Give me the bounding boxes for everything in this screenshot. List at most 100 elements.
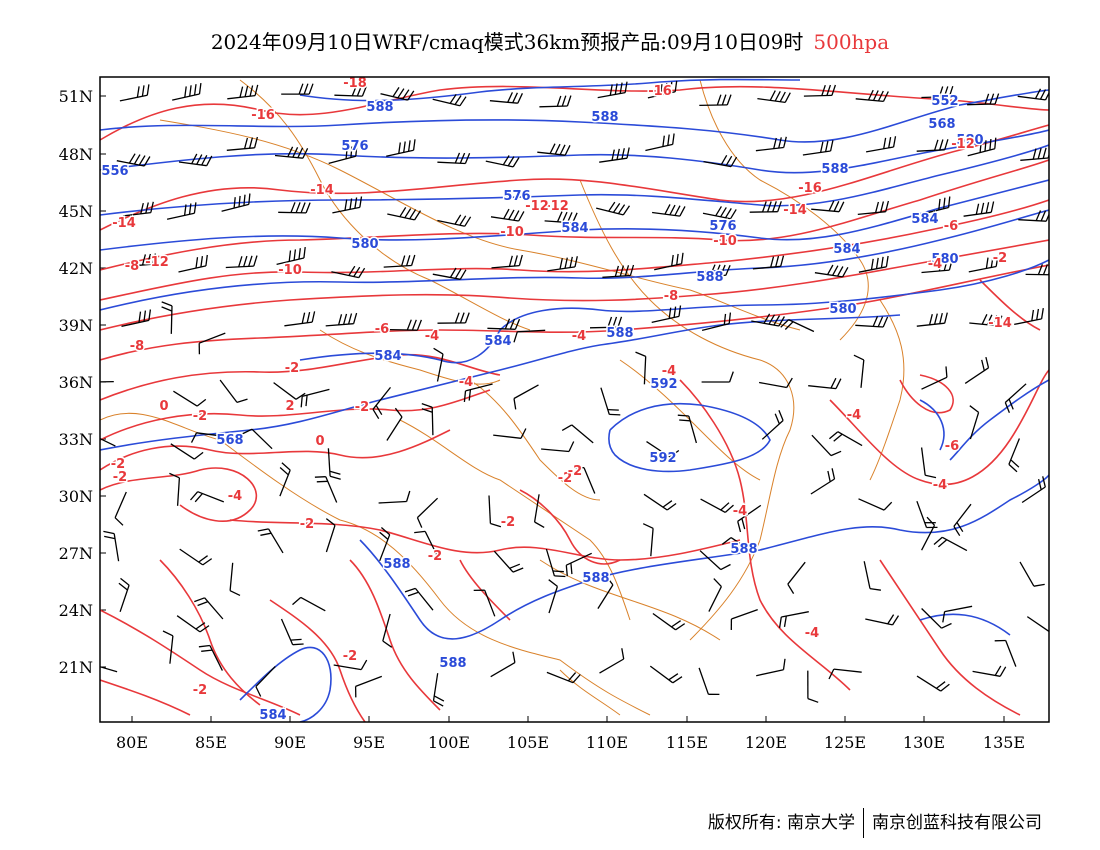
wind-barb <box>865 136 897 153</box>
wind-barb <box>755 136 787 152</box>
wind-barb <box>1019 561 1045 587</box>
wind-barb <box>921 608 952 629</box>
temperature-contour <box>100 429 451 471</box>
wind-barb <box>994 639 1017 667</box>
temperature-label: -10 <box>500 225 524 240</box>
temperature-contour <box>100 124 1049 231</box>
wind-barb <box>198 332 226 355</box>
height-label: 568 <box>216 433 243 448</box>
wind-barb <box>853 354 865 388</box>
height-label: 588 <box>582 571 609 586</box>
wind-barb <box>179 548 213 566</box>
wind-barb <box>855 89 889 103</box>
wind-barb <box>493 428 527 439</box>
temperature-contours <box>100 85 1049 722</box>
wind-barb <box>969 314 1003 327</box>
wind-barb <box>933 536 968 552</box>
temperature-label: -12 <box>525 199 549 214</box>
temperature-label: -4 <box>933 478 947 493</box>
wind-barb <box>274 146 309 159</box>
wind-barb <box>354 675 383 698</box>
wind-barb <box>1021 476 1046 504</box>
wind-barb <box>537 143 571 156</box>
height-label: 584 <box>484 334 511 349</box>
wind-barb <box>334 85 368 97</box>
height-label: 592 <box>650 377 677 392</box>
wind-barb <box>654 252 684 271</box>
temperature-contour <box>829 369 1049 486</box>
boundary-line <box>559 669 621 716</box>
height-contour <box>100 209 1049 311</box>
wind-barb <box>544 211 578 224</box>
wind-barb <box>225 255 258 269</box>
temperature-label: -2 <box>993 251 1007 266</box>
copyright: 版权所有: 南京大学 南京创蓝科技有限公司 <box>708 808 1042 838</box>
wind-barb <box>964 356 990 384</box>
wind-barb <box>432 93 467 107</box>
wind-barb <box>701 371 734 383</box>
wind-barb <box>548 579 559 614</box>
temperature-label: -4 <box>847 408 861 423</box>
temperature-contour <box>100 679 191 716</box>
temperature-label: -2 <box>193 409 207 424</box>
wind-barb <box>802 140 834 156</box>
wind-barb <box>332 196 363 214</box>
wind-barb <box>599 648 625 674</box>
wind-barb <box>596 201 631 216</box>
wind-barb <box>437 312 470 324</box>
lat-axis-labels: 51N 48N 45N 42N 39N 36N 33N 30N 27N 24N 21N <box>59 87 93 677</box>
wind-barb <box>677 414 698 444</box>
wind-barb <box>1018 210 1049 222</box>
wind-barb <box>333 659 368 671</box>
temperature-label: -16 <box>798 181 822 196</box>
temperature-label: -16 <box>251 108 275 123</box>
wind-barb <box>807 670 819 703</box>
wind-barb <box>273 382 306 400</box>
chart-title: 2024年09月10日WRF/cmaq模式36km预报产品:09月10日09时 5… <box>0 26 1100 55</box>
wind-barb <box>279 462 291 497</box>
wind-barb <box>942 605 973 623</box>
lon-label: 110E <box>586 733 628 752</box>
wind-barb <box>916 500 938 529</box>
temperature-label: -2 <box>285 361 299 376</box>
wind-barb <box>488 495 502 528</box>
height-contour <box>359 474 1049 640</box>
wind-barb <box>649 665 683 684</box>
wind-barb <box>372 386 392 420</box>
wind-barb <box>597 575 614 609</box>
lon-ticks <box>131 716 1005 722</box>
wind-barb <box>963 201 995 217</box>
temperature-contour <box>100 85 1049 141</box>
contour-labels: 5845885765765885845525685805805765845885… <box>100 77 1013 722</box>
wind-barb <box>541 441 575 453</box>
wind-barb <box>697 264 731 277</box>
wind-barb <box>749 201 782 213</box>
temperature-contour <box>459 559 511 621</box>
height-label: 584 <box>561 221 588 236</box>
temperature-label: -4 <box>425 329 439 344</box>
lat-label: 36N <box>59 373 93 392</box>
wind-barb <box>325 518 336 553</box>
wind-barb <box>642 523 654 557</box>
height-label: 552 <box>931 94 958 109</box>
wind-barb <box>490 208 525 222</box>
wind-barb <box>916 139 949 152</box>
wind-barb <box>916 675 950 692</box>
wind-barb <box>100 380 114 383</box>
wind-barb <box>380 87 415 101</box>
title-main: 2024年09月10日WRF/cmaq模式36km预报产品:09月10日09时 <box>210 30 804 54</box>
wind-barb <box>1004 383 1027 413</box>
lat-label: 39N <box>59 316 93 335</box>
height-label: 576 <box>709 219 736 234</box>
temperature-label: -2 <box>113 470 127 485</box>
wind-barb <box>386 407 403 441</box>
wind-barb <box>416 497 439 528</box>
wind-barb <box>758 377 793 389</box>
wind-barb <box>513 329 546 343</box>
temperature-label: -6 <box>945 439 959 454</box>
lon-label: 105E <box>507 733 549 752</box>
temperature-label: -2 <box>343 649 357 664</box>
temperature-contour <box>229 519 741 561</box>
lon-label: 115E <box>666 733 708 752</box>
